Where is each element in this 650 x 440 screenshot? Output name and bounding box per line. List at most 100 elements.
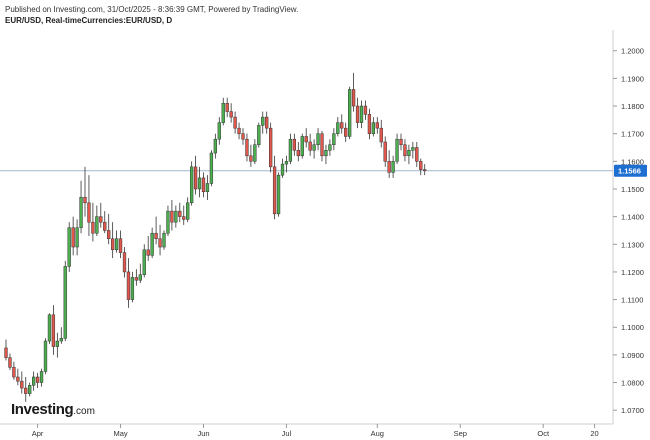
candle-body-up: [332, 133, 336, 145]
price-axis-ticks: 1.0700 1.0800 1.0900 1.1000 1.1100 1.1200 1.13…: [613, 47, 644, 415]
chart-symbol-title: EUR/USD, Real-timeCurrencies:EUR/USD, D: [5, 16, 173, 25]
candle-body-up: [371, 122, 376, 134]
candle-body-down: [375, 122, 379, 129]
candle-body-down: [379, 127, 383, 143]
candle-body-up: [114, 238, 119, 251]
candle-body-up: [79, 197, 83, 228]
time-tick-label: Jun: [197, 429, 209, 438]
time-tick-label: May: [113, 429, 127, 438]
candle-body-down: [126, 271, 131, 300]
time-tick-label: 20: [590, 429, 598, 438]
candle-body-down: [83, 197, 87, 204]
candle-body-up: [150, 232, 154, 256]
candle-body-up: [32, 376, 36, 386]
candle-body-down: [320, 133, 324, 157]
candle-body-up: [197, 177, 202, 190]
price-tick-label: 1.0800: [621, 379, 644, 388]
candle-body-down: [170, 210, 174, 223]
time-tick-label: Oct: [537, 429, 550, 438]
candle-body-up: [162, 232, 166, 248]
candle-body-up: [142, 249, 146, 275]
candle-body-down: [225, 103, 229, 112]
candle-body-down: [387, 161, 391, 173]
candle-body-down: [35, 376, 40, 383]
candle-body-down: [308, 141, 312, 151]
candle-body-down: [415, 147, 419, 162]
candle-body-up: [348, 89, 352, 137]
candle-body-down: [403, 144, 407, 157]
last-price-label: 1.1566: [618, 167, 641, 176]
candle-body-down: [344, 127, 348, 137]
candle-body-up: [324, 150, 328, 157]
price-tick-label: 1.1000: [621, 323, 644, 332]
candle-body-up: [316, 133, 320, 145]
candle-body-down: [351, 89, 356, 107]
candle-body-down: [265, 116, 269, 129]
logo-domain: .com: [73, 406, 95, 417]
candle-body-down: [423, 169, 427, 171]
candle-body-down: [154, 232, 158, 240]
candle-body-down: [419, 161, 423, 170]
candle-body-up: [300, 136, 304, 157]
candle-body-down: [304, 136, 308, 143]
last-price-marker: 1.1566: [614, 164, 647, 177]
candle-body-down: [201, 177, 206, 192]
price-tick-label: 1.1600: [621, 157, 644, 166]
candle-body-down: [146, 249, 150, 256]
candle-body-up: [395, 138, 399, 162]
candle-body-down: [296, 150, 300, 157]
time-axis-ticks: Apr May Jun Jul Aug Sep Oct 20: [32, 424, 599, 438]
candle-body-down: [122, 252, 127, 273]
price-tick-label: 1.0700: [621, 406, 644, 415]
candle-body-up: [261, 116, 265, 126]
candle-body-up: [186, 202, 190, 220]
price-tick-label: 1.2000: [621, 47, 644, 56]
candle-body-up: [190, 166, 194, 204]
candle-body-down: [340, 122, 344, 129]
candle-body-up: [28, 385, 32, 394]
price-tick-label: 1.1100: [621, 296, 643, 305]
candle-body-down: [292, 138, 297, 151]
candle-body-down: [367, 114, 372, 134]
candle-body-up: [63, 266, 67, 339]
candle-body-down: [241, 133, 245, 140]
candle-body-down: [4, 347, 8, 358]
candle-body-up: [284, 161, 289, 165]
time-tick-label: Sep: [454, 429, 467, 438]
candle-body-down: [12, 367, 16, 378]
candle-body-down: [99, 216, 103, 223]
time-tick-label: Apr: [32, 429, 44, 438]
price-tick-label: 1.1700: [621, 130, 644, 139]
candle-body-down: [245, 138, 249, 157]
candle-body-up: [336, 122, 340, 134]
candle-body-up: [39, 371, 44, 383]
candle-body-down: [355, 105, 360, 123]
candle-body-down: [249, 155, 253, 162]
candle-body-up: [67, 227, 71, 267]
candle-body-up: [59, 338, 63, 342]
candle-body-up: [276, 174, 281, 215]
candle-body-up: [205, 183, 210, 192]
candle-body-up: [130, 277, 135, 300]
candle-body-up: [43, 340, 48, 372]
candle-body-up: [257, 125, 261, 145]
candle-body-down: [71, 227, 75, 248]
candle-body-up: [138, 274, 142, 281]
candles: [4, 72, 427, 402]
price-tick-label: 1.1200: [621, 268, 644, 277]
last-price-tag: [614, 164, 647, 177]
investing-logo: Investing.com: [11, 401, 95, 419]
price-tick-label: 1.1300: [621, 240, 644, 249]
price-tick-label: 1.1800: [621, 102, 644, 111]
candle-body-down: [182, 216, 186, 220]
candle-body-down: [111, 238, 115, 251]
price-tick-label: 1.1400: [621, 213, 644, 222]
candle-body-down: [103, 221, 107, 231]
candle-body-down: [51, 314, 56, 347]
candle-body-down: [272, 166, 277, 215]
candle-body-up: [411, 147, 415, 151]
candle-body-up: [328, 144, 332, 151]
time-tick-label: Aug: [371, 429, 384, 438]
candle-body-up: [166, 210, 170, 234]
candle-body-down: [193, 166, 198, 190]
